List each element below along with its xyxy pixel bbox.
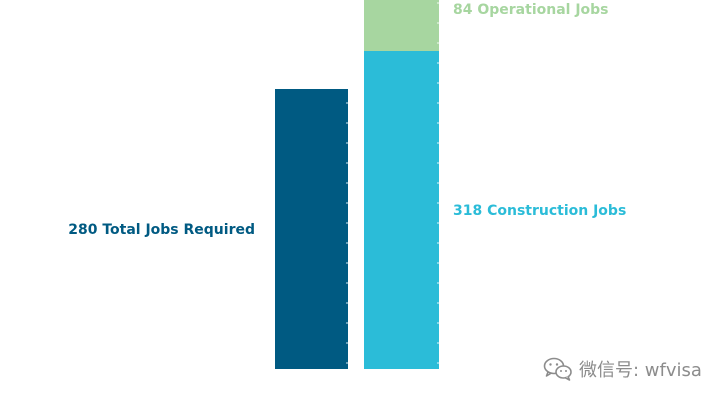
- bars-layer: [275, 0, 439, 369]
- bar-segment-0-0: [275, 89, 348, 369]
- segment-label-0-0: 280 Total Jobs Required: [68, 222, 255, 238]
- wechat-icon: [543, 357, 572, 381]
- ticks-layer: [272, 2, 442, 370]
- segment-label-1-1: 84 Operational Jobs: [453, 2, 609, 18]
- labels-layer: 280 Total Jobs Required 318 Construction …: [68, 2, 626, 238]
- bar-segment-1-0: [364, 51, 439, 369]
- segment-label-1-0: 318 Construction Jobs: [453, 203, 626, 219]
- watermark: 微信号: wfvisa: [543, 356, 702, 382]
- watermark-text: 微信号: wfvisa: [579, 360, 702, 381]
- bar-segment-1-1: [364, 0, 439, 51]
